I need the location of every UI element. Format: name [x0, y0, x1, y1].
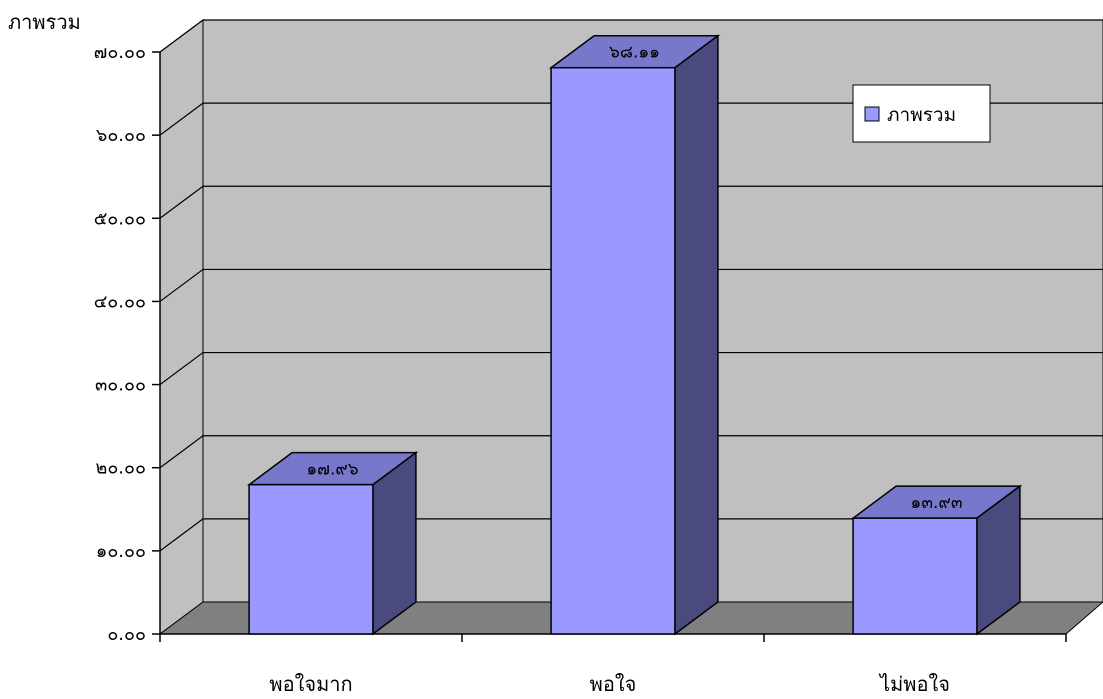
data-label: ๑๓.๙๓	[911, 493, 963, 513]
gridline-side	[159, 102, 204, 136]
x-tick-label: พอใจ	[590, 672, 637, 696]
legend-label: ภาพรวม	[887, 104, 956, 126]
y-tick-label: ๖๐.๐๐	[96, 125, 146, 146]
bar-side	[674, 34, 719, 636]
bar: ๑๓.๙๓	[850, 484, 1023, 636]
gridline-side	[159, 19, 204, 53]
bar-front	[248, 483, 374, 635]
y-axis: ๐.๐๐ ๑๐.๐๐ ๒๐.๐๐ ๓๐.๐๐ ๔๐.๐๐ ๕๐.๐๐ ๖๐.๐๐ ๗๐.๐๐	[94, 42, 161, 645]
chart-title: ภาพรวม	[8, 10, 81, 34]
gridline-side	[159, 352, 204, 386]
data-label: ๖๘.๑๑	[609, 43, 660, 63]
side-wall	[159, 19, 204, 635]
data-label: ๑๗.๙๖	[306, 460, 358, 480]
legend: ภาพรวม	[852, 84, 991, 143]
y-tick-label: ๑๐.๐๐	[96, 541, 146, 562]
gridline-side	[159, 518, 204, 552]
y-tick-label: ๗๐.๐๐	[94, 42, 146, 63]
x-axis: พอใจมาก พอใจ ไม่พอใจ	[159, 633, 1067, 696]
y-tick-label: ๓๐.๐๐	[95, 375, 146, 396]
y-tick-label: ๐.๐๐	[107, 624, 146, 645]
bar: ๑๗.๙๖	[246, 451, 419, 636]
legend-swatch	[864, 106, 880, 122]
y-tick-label: ๒๐.๐๐	[95, 458, 146, 479]
bar: ๖๘.๑๑	[548, 34, 721, 636]
gridline-side	[159, 185, 204, 219]
gridline-side	[159, 268, 204, 302]
x-tick-label: พอใจมาก	[269, 672, 352, 696]
x-tick-label: ไม่พอใจ	[878, 672, 950, 696]
y-tick-label: ๔๐.๐๐	[94, 291, 146, 312]
bar-front	[852, 517, 978, 635]
y-tick-label: ๕๐.๐๐	[94, 208, 146, 229]
bar-side	[372, 451, 417, 636]
gridline-side	[159, 435, 204, 469]
bar-front	[550, 66, 676, 635]
